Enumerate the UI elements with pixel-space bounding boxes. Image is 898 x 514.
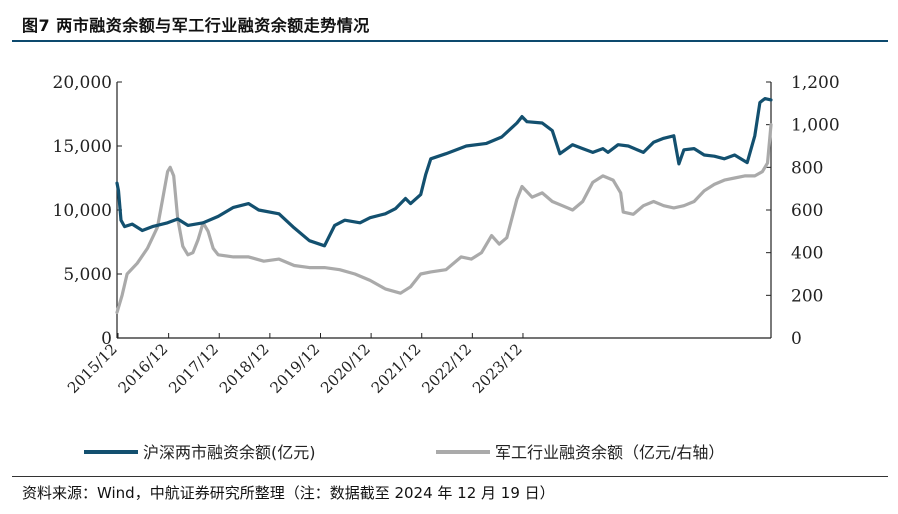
right-tick-label: 1,200 [791,73,840,93]
left-tick-label: 0 [101,329,112,349]
x-tick-label: 2023/12 [469,340,526,397]
x-tick-label: 2016/12 [115,340,172,397]
x-tick-label: 2017/12 [165,340,222,397]
left-tick-label: 10,000 [53,201,112,221]
source-note: 资料来源：Wind，中航证券研究所整理（注：数据截至 2024 年 12 月 1… [22,484,555,502]
right-tick-label: 600 [791,201,823,221]
x-tick-label: 2022/12 [418,340,475,397]
x-tick-label: 2018/12 [216,340,273,397]
x-tick-label: 2015/12 [64,340,121,397]
legend-label: 沪深两市融资余额(亿元) [143,443,316,462]
x-tick-label: 2021/12 [368,340,425,397]
right-tick-label: 800 [791,158,823,178]
footer-rule [12,476,888,477]
left-tick-label: 20,000 [53,73,112,93]
right-tick-label: 400 [791,244,823,264]
x-tick-label: 2019/12 [267,340,324,397]
right-tick-label: 1,000 [791,116,840,136]
chart-title: 图7 两市融资余额与军工行业融资余额走势情况 [22,16,370,35]
left-tick-label: 15,000 [53,137,112,157]
right-tick-label: 200 [791,286,823,306]
left-tick-label: 5,000 [63,265,112,285]
legend-label: 军工行业融资余额（亿元/右轴） [495,443,724,462]
x-tick-label: 2020/12 [317,340,374,397]
title-rule [12,40,888,42]
right-tick-label: 0 [791,329,802,349]
series-line-market-margin [115,97,773,248]
series-line-defense-margin [115,123,773,314]
